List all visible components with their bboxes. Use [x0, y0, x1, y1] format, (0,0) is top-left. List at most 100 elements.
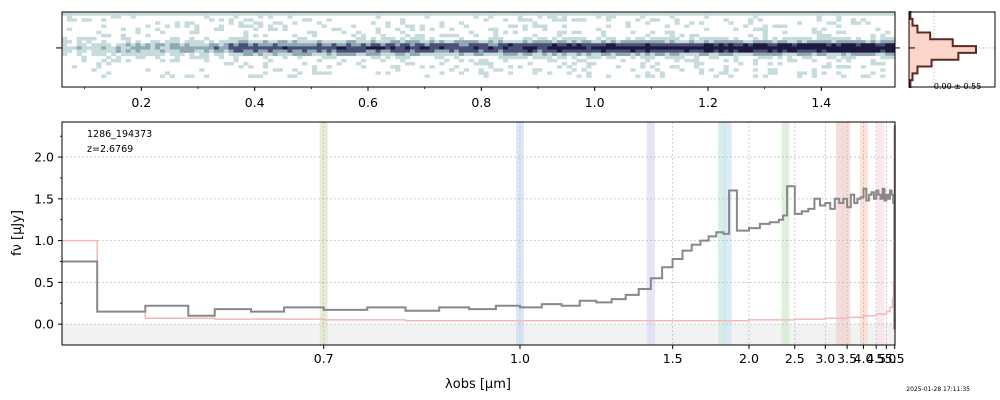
heatmap-cell	[566, 37, 572, 41]
heatmap-cell	[507, 49, 514, 53]
heatmap-cell	[532, 40, 538, 44]
heatmap-cell	[282, 55, 288, 60]
heatmap-cell	[762, 27, 768, 32]
heatmap-cell	[507, 24, 514, 28]
heatmap-cell	[674, 58, 680, 63]
heatmap-cell	[419, 33, 425, 38]
heatmap-cell	[669, 46, 675, 50]
heatmap-cell	[248, 52, 254, 57]
heatmap-cell	[792, 52, 798, 57]
heatmap-cell	[351, 49, 357, 53]
heatmap-cell	[787, 43, 793, 47]
heatmap-cell	[395, 49, 401, 53]
heatmap-cell	[498, 68, 504, 72]
heatmap-cell	[409, 27, 416, 32]
heatmap-cell	[723, 52, 729, 57]
heatmap-cell	[218, 55, 224, 60]
heatmap-cell	[458, 43, 465, 47]
heatmap-cell	[199, 43, 205, 47]
heatmap-cell	[395, 46, 401, 50]
heatmap-cell	[488, 52, 494, 57]
heatmap-cell	[248, 24, 254, 28]
heatmap-cell	[571, 62, 577, 66]
emission-line-band	[876, 122, 885, 345]
heatmap-cell	[532, 33, 538, 38]
heatmap-cell	[674, 65, 680, 69]
grid	[62, 122, 896, 345]
heatmap-cell	[831, 43, 837, 47]
heatmap-cell	[816, 33, 822, 38]
heatmap-cell	[449, 33, 455, 38]
spectrum-2d-frame	[61, 11, 896, 88]
heatmap-cell	[316, 43, 322, 47]
heatmap-cell	[302, 37, 308, 41]
heatmap-cell	[806, 52, 812, 57]
heatmap-cell	[473, 33, 479, 38]
heatmap-cell	[258, 24, 264, 28]
heatmap-cell	[846, 58, 852, 63]
heatmap-cell	[875, 40, 881, 44]
heatmap-cell	[752, 74, 759, 78]
heatmap-cell	[880, 46, 886, 50]
heatmap-cell	[277, 21, 283, 25]
heatmap-cell	[307, 30, 313, 35]
heatmap-cell	[115, 58, 122, 63]
heatmap-cell	[375, 43, 381, 47]
y-tick-label: 0.0	[34, 317, 54, 332]
heatmap-cell	[493, 37, 499, 41]
heatmap-cell	[757, 55, 763, 60]
heatmap-cell	[380, 46, 386, 50]
heatmap-cell	[576, 49, 582, 53]
heatmap-cell	[444, 43, 450, 47]
heatmap-cell	[395, 52, 401, 57]
heatmap-cell	[243, 24, 249, 28]
heatmap-cell	[331, 55, 337, 60]
heatmap-cell	[218, 52, 224, 57]
heatmap-cell	[576, 74, 582, 78]
heatmap-cell	[625, 40, 631, 44]
heatmap-cell	[419, 52, 425, 57]
heatmap-cell	[189, 40, 195, 44]
heatmap-cell	[522, 43, 528, 47]
heatmap-cell	[262, 65, 269, 69]
heatmap-cell	[297, 55, 303, 60]
heatmap-cell	[444, 33, 450, 38]
heatmap-cell	[287, 15, 293, 19]
top-x-tick-label: 0.4	[245, 95, 265, 110]
heatmap-cell	[341, 46, 347, 50]
heatmap-cell	[890, 43, 896, 47]
heatmap-cell	[635, 18, 641, 22]
heatmap-cell	[307, 49, 313, 53]
heatmap-cell	[307, 18, 313, 22]
heatmap-cell	[699, 46, 705, 50]
x-tick-label: 3.5	[837, 351, 857, 366]
heatmap-cell	[218, 49, 224, 53]
heatmap-cell	[292, 68, 298, 72]
heatmap-cell	[552, 37, 558, 41]
heatmap-cell	[488, 40, 494, 44]
x-tick-label: 4.5	[866, 351, 886, 366]
heatmap-cell	[684, 46, 690, 50]
heatmap-cell	[101, 49, 107, 53]
heatmap-cell	[454, 43, 460, 47]
heatmap-cell	[96, 62, 102, 66]
heatmap-cell	[243, 30, 249, 35]
heatmap-cell	[537, 46, 543, 50]
heatmap-cell	[238, 46, 244, 50]
heatmap-cell	[694, 33, 700, 38]
heatmap-cell	[527, 62, 533, 66]
heatmap-cell	[194, 24, 200, 28]
heatmap-cell	[679, 33, 685, 38]
heatmap-cell	[841, 52, 847, 57]
heatmap-cell	[767, 46, 773, 50]
heatmap-cell	[674, 18, 680, 22]
spectrum-1d-panel: 0.7 1.0 1.5 2.0 2.5 3.0 3.54.04.55.05.5 0.0 0.5 1…	[10, 121, 905, 392]
heatmap-cell	[752, 62, 759, 66]
heatmap-cell	[302, 46, 308, 50]
heatmap-cell	[885, 43, 891, 47]
heatmap-cell	[645, 49, 651, 53]
heatmap-cell	[703, 27, 710, 32]
heatmap-cell	[145, 68, 151, 72]
heatmap-cell	[307, 43, 313, 47]
heatmap-cell	[821, 33, 827, 38]
